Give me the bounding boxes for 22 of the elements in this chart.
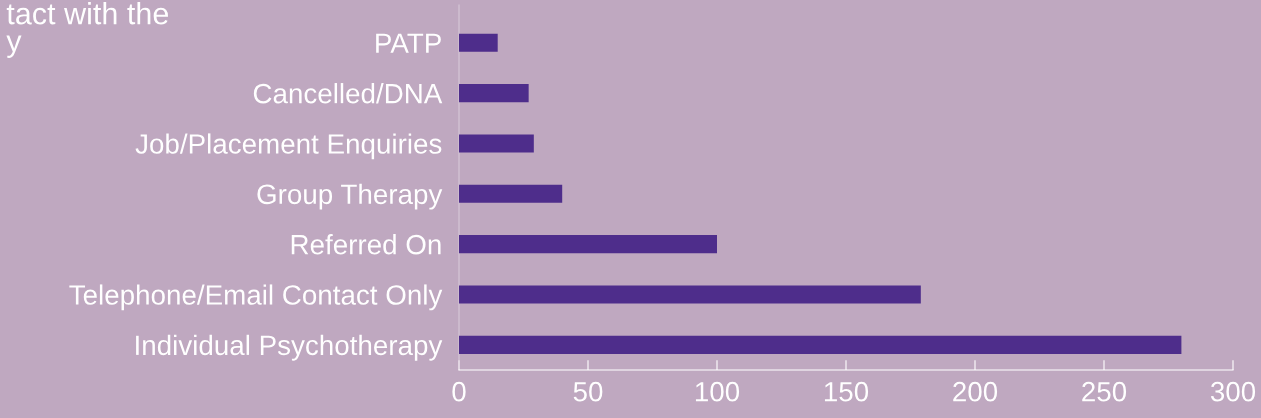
x-tick-label: 200: [953, 381, 998, 402]
bar: [459, 235, 717, 254]
text: tact with the y: [6, 2, 168, 58]
x-tick-label: 50: [573, 381, 603, 402]
bar: [459, 335, 1182, 354]
x-tick-label: 150: [824, 381, 869, 402]
bar: [459, 134, 534, 153]
x-tick-label: 250: [1082, 381, 1127, 402]
x-tick-label: 100: [695, 381, 740, 402]
y-tick-label: Individual Psychotherapy: [136, 334, 443, 361]
y-tick-label: Job/Placement Enquiries: [135, 133, 442, 160]
y-tick-label: Referred On: [291, 234, 441, 255]
bar: [459, 285, 921, 304]
bar: [459, 184, 563, 203]
x-tick-label: 300: [1210, 381, 1256, 402]
bar: [459, 33, 498, 52]
y-tick-label: Telephone/Email Contact Only: [69, 284, 443, 311]
y-tick-label: Cancelled/DNA: [253, 83, 443, 104]
y-tick-label: PATP: [376, 33, 441, 53]
x-tick-label: 0: [452, 381, 466, 402]
bar: [459, 84, 529, 103]
y-tick-label: Group Therapy: [257, 183, 443, 210]
